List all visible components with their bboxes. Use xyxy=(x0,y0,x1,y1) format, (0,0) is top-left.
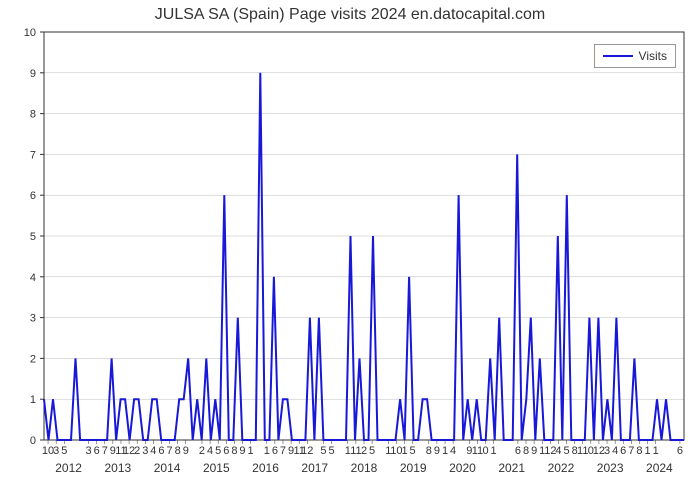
svg-text:1: 1 xyxy=(653,445,659,457)
svg-text:2023: 2023 xyxy=(597,461,624,475)
svg-text:2016: 2016 xyxy=(252,461,279,475)
svg-text:0: 0 xyxy=(482,445,488,457)
svg-text:11: 11 xyxy=(472,445,483,457)
svg-text:2: 2 xyxy=(199,445,205,457)
svg-text:2021: 2021 xyxy=(498,461,525,475)
svg-text:7: 7 xyxy=(280,445,286,457)
svg-text:1: 1 xyxy=(30,394,36,406)
svg-text:3: 3 xyxy=(85,445,91,457)
svg-text:5: 5 xyxy=(30,231,36,243)
svg-text:9: 9 xyxy=(239,445,245,457)
svg-text:3: 3 xyxy=(604,445,610,457)
svg-text:4: 4 xyxy=(30,272,36,284)
svg-text:1: 1 xyxy=(264,445,270,457)
svg-text:1: 1 xyxy=(442,445,448,457)
svg-text:5: 5 xyxy=(320,445,326,457)
svg-text:10: 10 xyxy=(24,27,36,39)
svg-text:3: 3 xyxy=(142,445,148,457)
svg-text:8: 8 xyxy=(175,445,181,457)
svg-text:7: 7 xyxy=(167,445,173,457)
svg-text:2012: 2012 xyxy=(55,461,82,475)
svg-text:8: 8 xyxy=(231,445,237,457)
svg-text:7: 7 xyxy=(102,445,108,457)
svg-text:8: 8 xyxy=(30,109,36,121)
svg-text:3: 3 xyxy=(30,313,36,325)
svg-text:2017: 2017 xyxy=(301,461,328,475)
svg-text:4: 4 xyxy=(555,445,561,457)
svg-text:5: 5 xyxy=(563,445,569,457)
svg-text:9: 9 xyxy=(183,445,189,457)
svg-text:7: 7 xyxy=(628,445,634,457)
svg-text:6: 6 xyxy=(30,190,36,202)
svg-text:4: 4 xyxy=(612,445,618,457)
svg-text:6: 6 xyxy=(94,445,100,457)
svg-text:4: 4 xyxy=(450,445,456,457)
svg-text:1: 1 xyxy=(248,445,254,457)
svg-text:6: 6 xyxy=(677,445,683,457)
svg-text:7: 7 xyxy=(30,149,36,161)
svg-text:12: 12 xyxy=(301,445,313,457)
svg-text:11: 11 xyxy=(577,445,588,457)
svg-text:6: 6 xyxy=(515,445,521,457)
svg-text:8: 8 xyxy=(636,445,642,457)
svg-text:5: 5 xyxy=(215,445,221,457)
svg-text:0: 0 xyxy=(30,435,36,447)
svg-text:1: 1 xyxy=(401,445,407,457)
svg-text:6: 6 xyxy=(272,445,278,457)
svg-text:6: 6 xyxy=(620,445,626,457)
svg-text:2024: 2024 xyxy=(646,461,673,475)
svg-text:6: 6 xyxy=(223,445,229,457)
svg-text:2018: 2018 xyxy=(351,461,378,475)
svg-text:1: 1 xyxy=(491,445,497,457)
svg-text:2022: 2022 xyxy=(548,461,575,475)
svg-text:6: 6 xyxy=(158,445,164,457)
svg-text:2019: 2019 xyxy=(400,461,427,475)
svg-text:9: 9 xyxy=(434,445,440,457)
svg-text:11: 11 xyxy=(350,445,361,457)
svg-text:2: 2 xyxy=(30,353,36,365)
svg-text:1: 1 xyxy=(644,445,650,457)
svg-text:5: 5 xyxy=(61,445,67,457)
svg-text:3: 3 xyxy=(53,445,59,457)
svg-text:2014: 2014 xyxy=(154,461,181,475)
visits-line-chart: 0123456789101035367911122346789245689116… xyxy=(0,0,700,500)
svg-text:9: 9 xyxy=(531,445,537,457)
svg-text:2: 2 xyxy=(134,445,140,457)
svg-text:2: 2 xyxy=(361,445,367,457)
svg-text:2020: 2020 xyxy=(449,461,476,475)
svg-text:5: 5 xyxy=(410,445,416,457)
svg-text:4: 4 xyxy=(207,445,213,457)
svg-text:5: 5 xyxy=(329,445,335,457)
svg-text:4: 4 xyxy=(150,445,156,457)
svg-text:5: 5 xyxy=(369,445,375,457)
svg-text:9: 9 xyxy=(30,68,36,80)
svg-text:2015: 2015 xyxy=(203,461,230,475)
svg-text:2013: 2013 xyxy=(104,461,131,475)
svg-text:8: 8 xyxy=(426,445,432,457)
svg-text:8: 8 xyxy=(523,445,529,457)
